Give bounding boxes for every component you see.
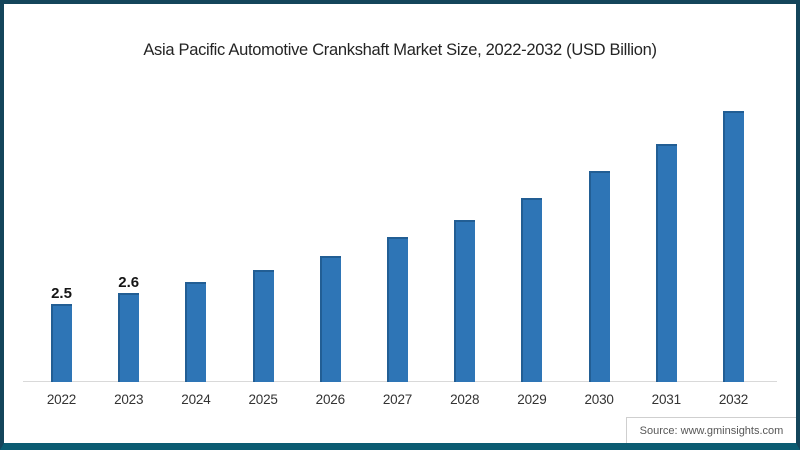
bar-2022 <box>51 304 72 382</box>
bar-2031 <box>655 144 677 382</box>
x-axis-label-2022: 2022 <box>46 392 77 407</box>
bar-2030 <box>588 171 610 382</box>
x-axis-label-2032: 2032 <box>718 392 749 407</box>
x-axis-label-2025: 2025 <box>248 392 278 407</box>
bar-2025 <box>252 270 274 382</box>
bar-2027 <box>387 237 408 382</box>
chart-title: Asia Pacific Automotive Crankshaft Marke… <box>143 41 657 59</box>
source-box: Source: www.gminsights.com <box>626 417 796 443</box>
x-axis-label-2029: 2029 <box>517 392 547 407</box>
bar-value-label-2022: 2.5 <box>51 285 72 302</box>
x-axis-label-2026: 2026 <box>315 392 345 407</box>
bar-2029 <box>521 198 543 382</box>
bar-2023 <box>118 293 140 382</box>
chart-canvas: Asia Pacific Automotive Crankshaft Marke… <box>4 4 796 443</box>
x-axis-label-2030: 2030 <box>584 392 614 407</box>
x-axis-label-2031: 2031 <box>651 392 681 407</box>
x-axis-label-2028: 2028 <box>450 392 480 407</box>
x-axis-label-2023: 2023 <box>114 392 144 407</box>
bar-2026 <box>319 256 341 382</box>
bar-2028 <box>454 220 476 382</box>
bar-2024 <box>185 282 207 382</box>
bar-2032 <box>723 111 744 382</box>
x-axis-label-2027: 2027 <box>382 392 413 407</box>
source-text: Source: www.gminsights.com <box>639 424 784 437</box>
bar-value-label-2023: 2.6 <box>118 274 140 291</box>
x-axis-label-2024: 2024 <box>181 392 211 407</box>
